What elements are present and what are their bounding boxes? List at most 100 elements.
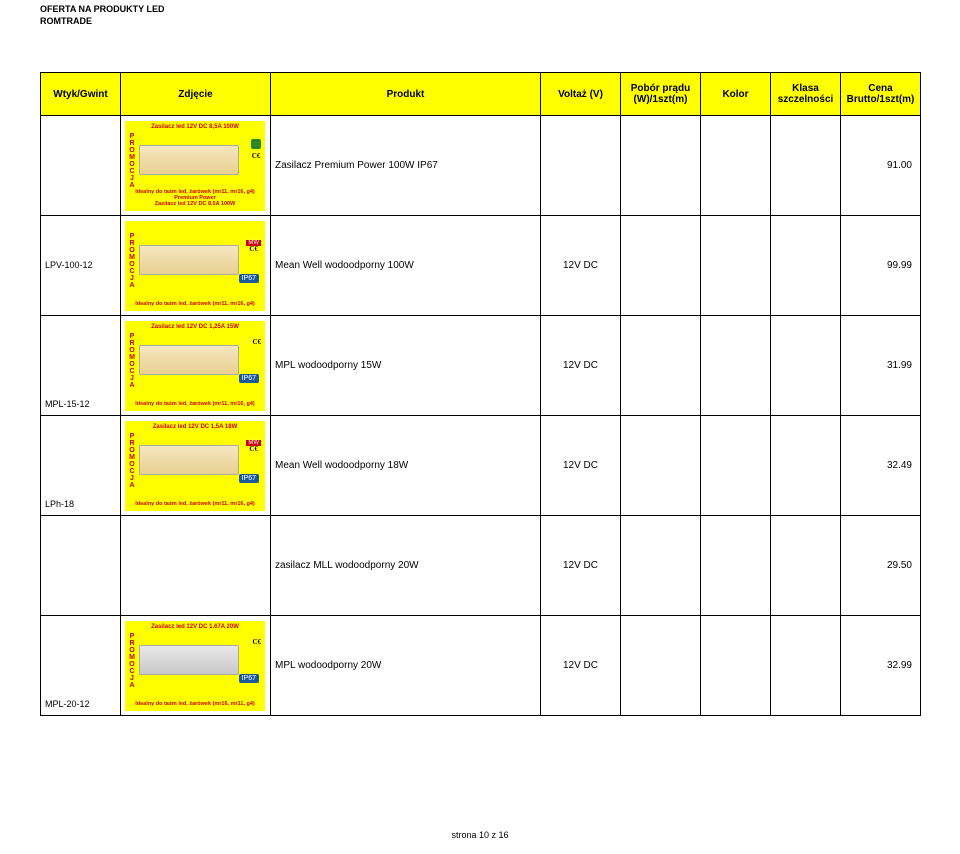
product-thumb: Zasilacz led 12V DC 1.67A 20W PROMOCJA C… (125, 621, 265, 711)
cell-pobor (621, 116, 701, 216)
cell-zdjecie: Zasilacz led 12V DC 8,5A 100W PROMOCJA C… (121, 116, 271, 216)
ip67-badge: IP67 (239, 474, 259, 483)
cell-volt: 12V DC (541, 216, 621, 316)
product-thumb: Zasilacz led 12V DC 1,25A 15W PROMOCJA C… (125, 321, 265, 411)
cell-produkt: Mean Well wodoodporny 18W (271, 416, 541, 516)
thumb-top-line: Zasilacz led 12V DC 8,5A 100W (128, 124, 262, 130)
cell-pobor (621, 516, 701, 616)
cell-wtyk (41, 516, 121, 616)
device-icon (139, 445, 239, 475)
thumb-badges: MWC€ (246, 239, 261, 254)
thumb-bottom-line: Idealny do taśm led, żarówek (mr11, mr16… (125, 401, 265, 407)
thumb-badges: C€ (251, 139, 261, 161)
thumb-top-line: Zasilacz led 12V DC 1.67A 20W (128, 624, 262, 630)
cell-volt: 12V DC (541, 316, 621, 416)
cell-volt: 12V DC (541, 516, 621, 616)
table-row: zasilacz MLL wodoodporny 20W 12V DC 29.5… (41, 516, 921, 616)
cell-kolor (701, 416, 771, 516)
cell-cena: 31.99 (841, 316, 921, 416)
cell-kolor (701, 116, 771, 216)
cell-wtyk: LPh-18 (41, 416, 121, 516)
table-row: MPL-20-12 Zasilacz led 12V DC 1.67A 20W … (41, 616, 921, 716)
cell-klasa (771, 516, 841, 616)
cell-produkt: zasilacz MLL wodoodporny 20W (271, 516, 541, 616)
cell-wtyk: MPL-15-12 (41, 316, 121, 416)
cell-wtyk: LPV-100-12 (41, 216, 121, 316)
cell-volt: 12V DC (541, 416, 621, 516)
header-line2: ROMTRADE (40, 16, 165, 28)
cell-klasa (771, 116, 841, 216)
col-cena: Cena Brutto/1szt(m) (841, 73, 921, 116)
product-thumb: Zasilacz led 12V DC 8,5A 100W PROMOCJA C… (125, 121, 265, 211)
thumb-bottom-line: Idealny do taśm led, żarówek (mr11, mr16… (125, 501, 265, 507)
promocja-label: PROMOCJA (128, 633, 136, 689)
cell-zdjecie: Zasilacz led 12V DC 1,5A 18W PROMOCJA MW… (121, 416, 271, 516)
ip67-badge: IP67 (239, 374, 259, 383)
table-row: Zasilacz led 12V DC 8,5A 100W PROMOCJA C… (41, 116, 921, 216)
cell-cena: 32.99 (841, 616, 921, 716)
table-row: LPh-18 Zasilacz led 12V DC 1,5A 18W PROM… (41, 416, 921, 516)
cell-cena: 32.49 (841, 416, 921, 516)
product-thumb: PROMOCJA MWC€ IP67 Idealny do taśm led, … (125, 221, 265, 311)
promocja-label: PROMOCJA (128, 433, 136, 489)
cell-wtyk (41, 116, 121, 216)
cell-cena: 99.99 (841, 216, 921, 316)
cell-klasa (771, 416, 841, 516)
col-zdjecie: Zdjęcie (121, 73, 271, 116)
cell-kolor (701, 216, 771, 316)
cell-volt (541, 116, 621, 216)
col-voltaz: Voltaż (V) (541, 73, 621, 116)
thumb-badges: MWC€ (246, 439, 261, 454)
col-klasa: Klasa szczelności (771, 73, 841, 116)
ip67-badge: IP67 (239, 674, 259, 683)
cell-klasa (771, 216, 841, 316)
device-icon (139, 345, 239, 375)
cell-kolor (701, 316, 771, 416)
cell-produkt: MPL wodoodporny 20W (271, 616, 541, 716)
table-row: LPV-100-12 PROMOCJA MWC€ IP67 Idealny do… (41, 216, 921, 316)
cell-pobor (621, 416, 701, 516)
cell-zdjecie (121, 516, 271, 616)
thumb-bottom-line: Idealny do taśm led, żarówek (mr11, mr16… (125, 301, 265, 307)
cell-klasa (771, 316, 841, 416)
cell-produkt: Mean Well wodoodporny 100W (271, 216, 541, 316)
cell-pobor (621, 216, 701, 316)
cell-pobor (621, 316, 701, 416)
device-icon (139, 145, 239, 175)
col-wtyk: Wtyk/Gwint (41, 73, 121, 116)
thumb-top-line: Zasilacz led 12V DC 1,25A 15W (128, 324, 262, 330)
cell-produkt: Zasilacz Premium Power 100W IP67 (271, 116, 541, 216)
product-table: Wtyk/Gwint Zdjęcie Produkt Voltaż (V) Po… (40, 72, 921, 716)
promocja-label: PROMOCJA (128, 333, 136, 389)
device-icon (139, 645, 239, 675)
thumb-badges: C€ (252, 639, 261, 647)
promocja-label: PROMOCJA (128, 133, 136, 189)
product-table-wrap: Wtyk/Gwint Zdjęcie Produkt Voltaż (V) Po… (40, 72, 920, 716)
page-footer: strona 10 z 16 (0, 830, 960, 840)
product-thumb: Zasilacz led 12V DC 1,5A 18W PROMOCJA MW… (125, 421, 265, 511)
cell-produkt: MPL wodoodporny 15W (271, 316, 541, 416)
ip67-badge: IP67 (239, 274, 259, 283)
cell-zdjecie: PROMOCJA MWC€ IP67 Idealny do taśm led, … (121, 216, 271, 316)
cell-kolor (701, 516, 771, 616)
thumb-bottom-line: Idealny do taśm led, żarówek (mr11, mr16… (125, 189, 265, 207)
thumb-badges: C€ (252, 339, 261, 347)
promocja-label: PROMOCJA (128, 233, 136, 289)
device-icon (139, 245, 239, 275)
cell-cena: 91.00 (841, 116, 921, 216)
col-kolor: Kolor (701, 73, 771, 116)
thumb-bottom-line: Idealny do taśm led, żarówek (mr16, mr11… (125, 701, 265, 707)
cell-zdjecie: Zasilacz led 12V DC 1.67A 20W PROMOCJA C… (121, 616, 271, 716)
cell-wtyk: MPL-20-12 (41, 616, 121, 716)
cell-zdjecie: Zasilacz led 12V DC 1,25A 15W PROMOCJA C… (121, 316, 271, 416)
header-line1: OFERTA NA PRODUKTY LED (40, 4, 165, 16)
thumb-top-line: Zasilacz led 12V DC 1,5A 18W (128, 424, 262, 430)
cell-kolor (701, 616, 771, 716)
cell-volt: 12V DC (541, 616, 621, 716)
col-pobor: Pobór prądu (W)/1szt(m) (621, 73, 701, 116)
table-header-row: Wtyk/Gwint Zdjęcie Produkt Voltaż (V) Po… (41, 73, 921, 116)
cell-cena: 29.50 (841, 516, 921, 616)
table-row: MPL-15-12 Zasilacz led 12V DC 1,25A 15W … (41, 316, 921, 416)
page-header: OFERTA NA PRODUKTY LED ROMTRADE (40, 4, 165, 27)
cell-klasa (771, 616, 841, 716)
